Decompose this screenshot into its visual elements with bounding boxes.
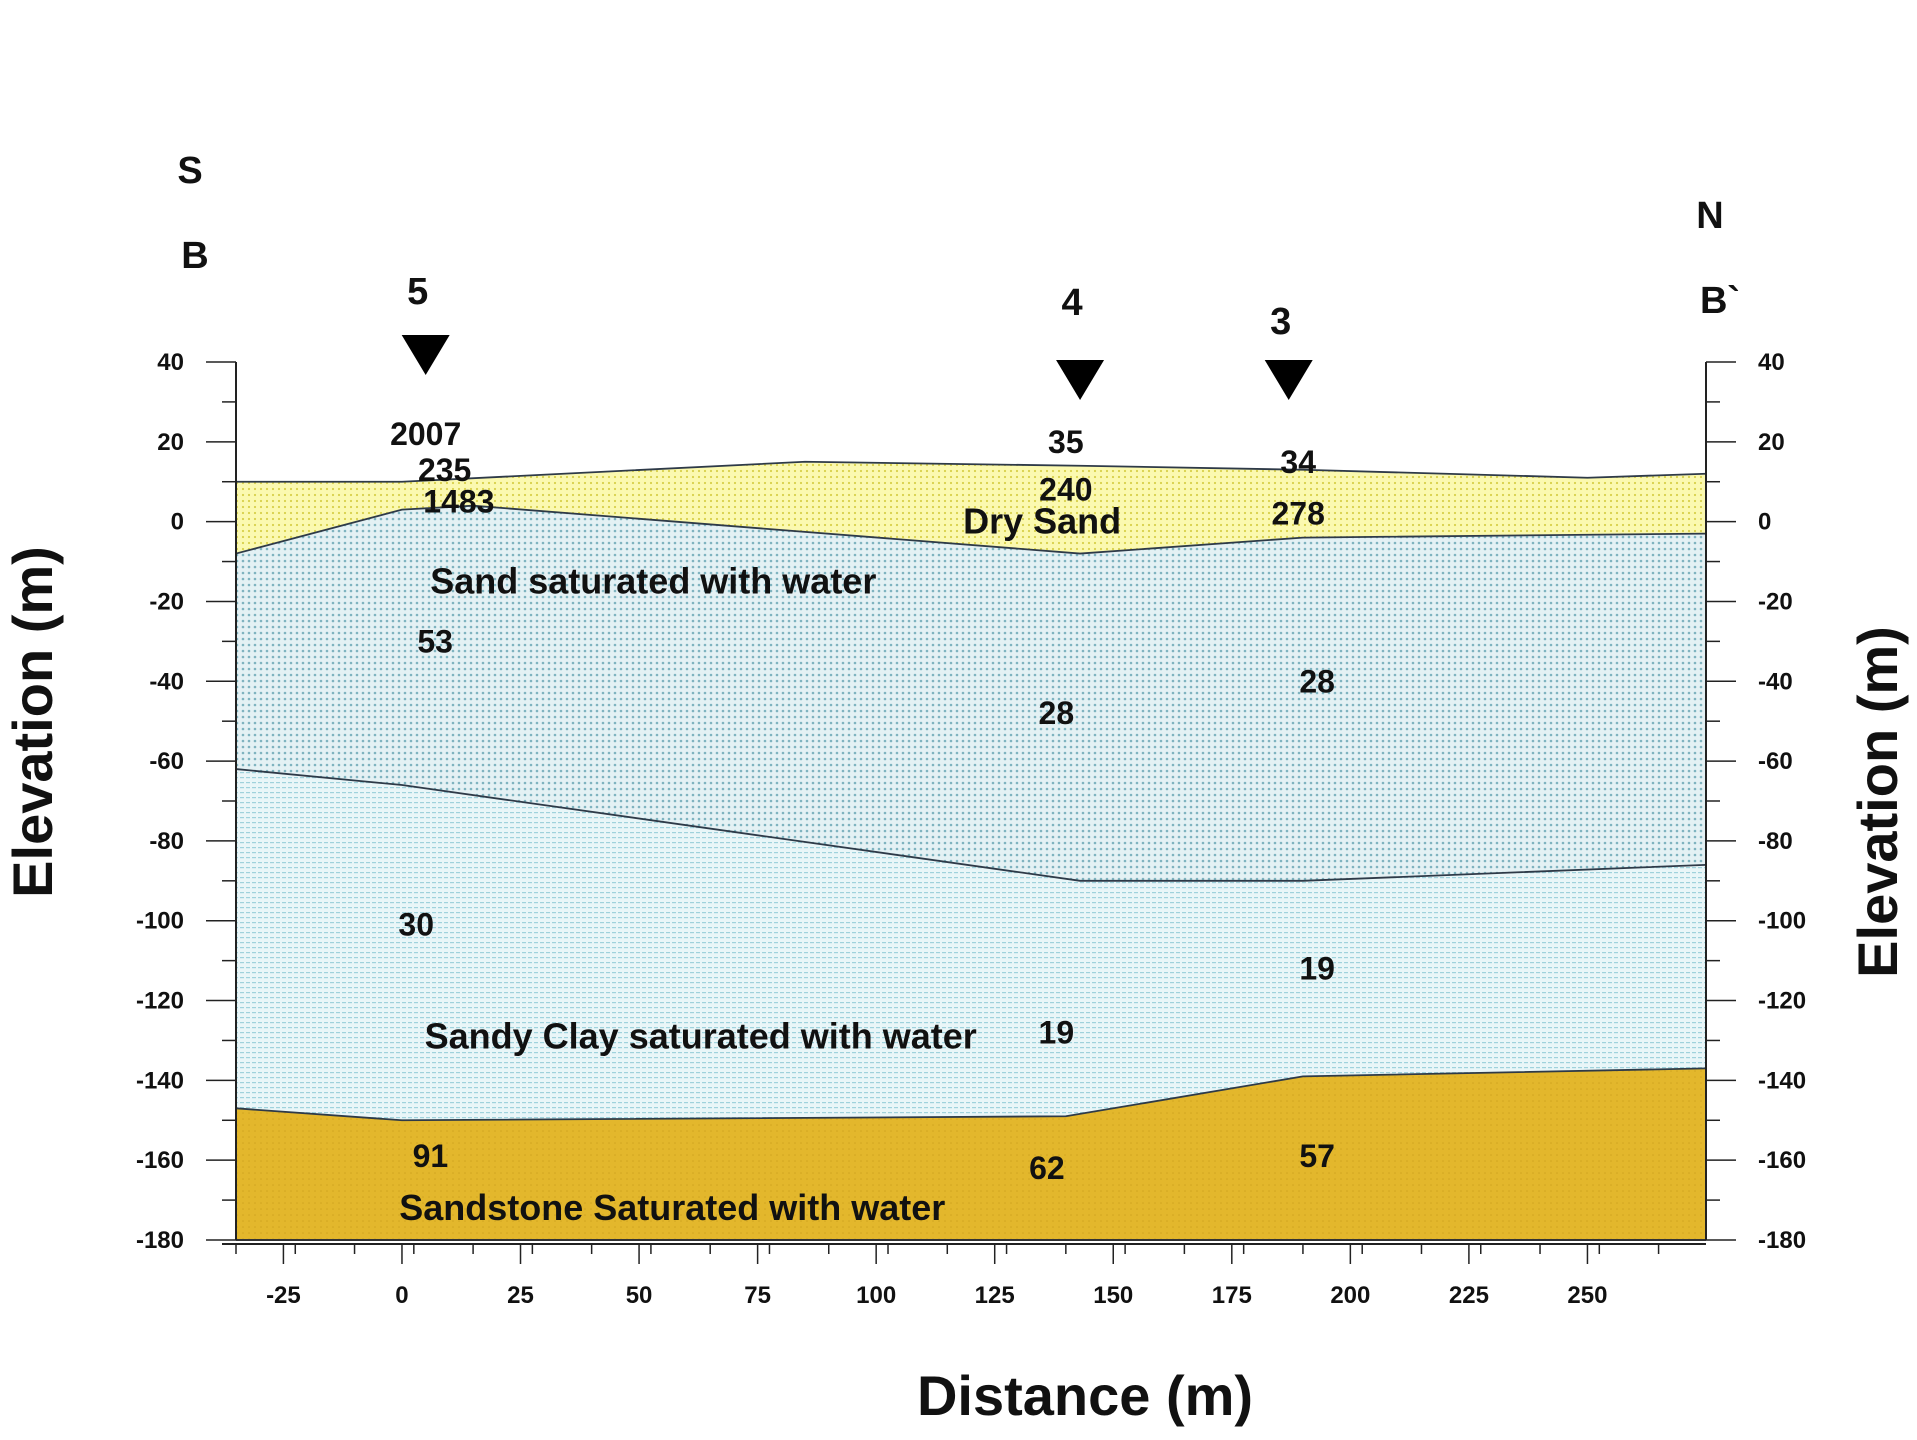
y-tick-label-left: -140 (136, 1067, 184, 1094)
x-tick-label: 175 (1212, 1282, 1252, 1309)
value-label: 53 (417, 623, 453, 659)
layer-label: Sandstone Saturated with water (399, 1187, 945, 1228)
value-label: 30 (398, 907, 434, 943)
y-tick-label-left: -60 (149, 748, 184, 775)
geologic-layers (236, 461, 1706, 1240)
y-tick-label-right: 40 (1758, 349, 1785, 376)
value-label: 34 (1280, 444, 1316, 480)
y-tick-label-left: -40 (149, 668, 184, 695)
well-marker-icon (1056, 360, 1105, 400)
layer-sand-saturated (236, 505, 1706, 881)
section-start-label: B (181, 235, 208, 277)
well-marker-icon (1264, 360, 1313, 400)
boundary-line (235, 768, 1707, 882)
wells: 5 4 3 (401, 271, 1313, 400)
x-tick-label: 225 (1449, 1282, 1489, 1309)
value-label: 2007 (390, 416, 461, 452)
y-tick-label-left: -20 (149, 588, 184, 615)
y-tick-label-right: -20 (1758, 588, 1793, 615)
value-label: 240 (1039, 472, 1092, 508)
value-label: 278 (1271, 496, 1324, 532)
direction-start-label: S (177, 150, 202, 192)
value-label: 235 (418, 452, 471, 488)
x-tick-label: 25 (507, 1282, 534, 1309)
x-tick-label: 250 (1567, 1282, 1607, 1309)
value-label: 1483 (423, 484, 494, 520)
y-tick-label-left: -160 (136, 1147, 184, 1174)
value-label: 28 (1299, 663, 1335, 699)
y-tick-label-right: -160 (1758, 1147, 1806, 1174)
well-label: 5 (407, 271, 428, 313)
y-axis-title-left: Elevation (m) (1, 546, 64, 898)
y-tick-label-right: -140 (1758, 1067, 1806, 1094)
y-tick-label-left: 0 (171, 509, 184, 536)
well-label: 3 (1270, 301, 1291, 343)
y-tick-label-left: 40 (157, 349, 184, 376)
y-tick-label-right: -80 (1758, 828, 1793, 855)
layer-label: Sandy Clay saturated with water (425, 1015, 977, 1056)
value-label: 35 (1048, 424, 1084, 460)
y-tick-label-left: 20 (157, 429, 184, 456)
well-label: 4 (1061, 282, 1082, 324)
value-label: 57 (1299, 1138, 1335, 1174)
x-tick-label: -25 (266, 1282, 301, 1309)
layer-label: Dry Sand (963, 501, 1121, 542)
layer-sandstone (236, 1068, 1706, 1240)
layer-sandy-clay (236, 769, 1706, 1121)
value-label: 19 (1039, 1014, 1075, 1050)
y-tick-label-right: -100 (1758, 908, 1806, 935)
value-label: 19 (1299, 951, 1335, 987)
y-tick-label-right: -120 (1758, 988, 1806, 1015)
x-tick-label: 100 (856, 1282, 896, 1309)
y-tick-label-left: -120 (136, 988, 184, 1015)
x-tick-label: 200 (1330, 1282, 1370, 1309)
y-tick-label-right: 0 (1758, 509, 1771, 536)
y-tick-label-right: -40 (1758, 668, 1793, 695)
layer-label: Sand saturated with water (430, 561, 876, 602)
x-axis-title: Distance (m) (917, 1364, 1253, 1427)
well-marker-icon (401, 335, 450, 375)
x-tick-label: 75 (744, 1282, 771, 1309)
y-tick-label-right: -180 (1758, 1227, 1806, 1254)
layer-labels: Dry Sand Sand saturated with water Sandy C… (399, 501, 1121, 1228)
x-tick-label: 50 (626, 1282, 653, 1309)
value-label: 91 (413, 1138, 449, 1174)
y-axis-title-right: Elevation (m) (1846, 626, 1909, 978)
y-tick-label-left: -100 (136, 908, 184, 935)
y-tick-label-left: -80 (149, 828, 184, 855)
boundary-line (235, 504, 1707, 555)
section-end-label: B` (1700, 280, 1740, 322)
direction-end-label: N (1696, 195, 1723, 237)
layer-dry-sand (236, 461, 1706, 554)
y-tick-label-right: -60 (1758, 748, 1793, 775)
x-tick-label: 125 (975, 1282, 1015, 1309)
boundary-line (235, 1067, 1707, 1122)
value-label: 28 (1039, 695, 1075, 731)
x-tick-label: 150 (1093, 1282, 1133, 1309)
x-tick-label: 0 (395, 1282, 408, 1309)
boundary-line (236, 460, 1707, 483)
value-label: 62 (1029, 1150, 1065, 1186)
y-tick-label-left: -180 (136, 1227, 184, 1254)
y-tick-label-right: 20 (1758, 429, 1785, 456)
